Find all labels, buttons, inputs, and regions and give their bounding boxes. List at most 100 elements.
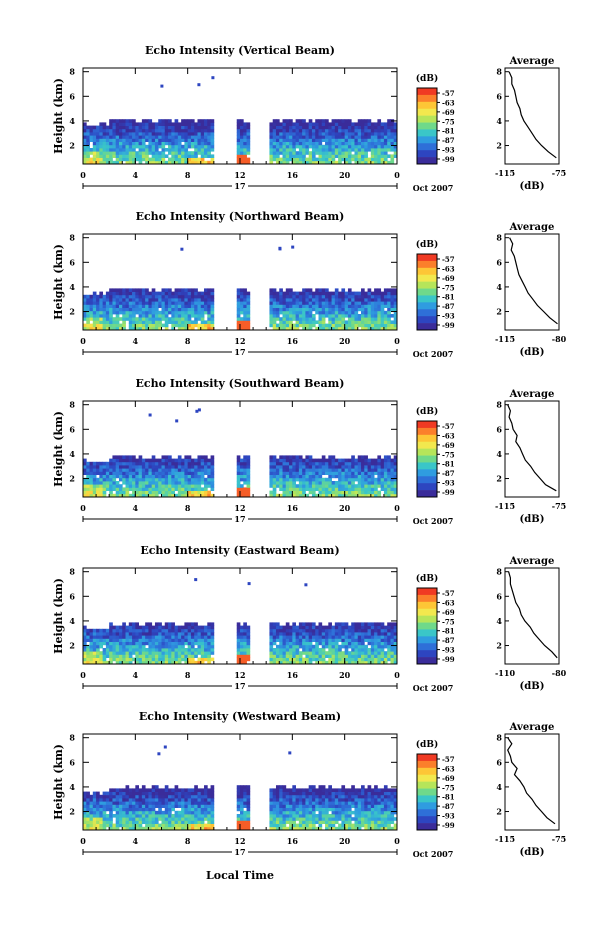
heatmap-cell bbox=[194, 307, 198, 312]
heatmap-cell bbox=[354, 477, 359, 482]
heatmap-cell bbox=[370, 487, 375, 491]
heatmap-cell bbox=[174, 648, 179, 652]
heatmap-cell bbox=[295, 484, 300, 488]
heatmap-cell bbox=[305, 132, 310, 136]
heatmap-cell bbox=[354, 641, 359, 646]
heatmap-cell bbox=[187, 625, 192, 630]
heatmap-cell bbox=[83, 471, 87, 475]
heatmap-cell bbox=[204, 641, 208, 646]
heatmap-cell bbox=[380, 632, 385, 636]
heatmap-cell bbox=[145, 304, 149, 308]
heatmap-cell bbox=[354, 465, 359, 469]
heatmap-cell bbox=[99, 304, 104, 308]
heatmap-cell bbox=[305, 128, 310, 133]
heatmap-cell bbox=[109, 148, 113, 152]
heatmap-cell bbox=[128, 481, 133, 485]
heatmap-cell bbox=[377, 493, 382, 498]
heatmap-cell bbox=[377, 119, 382, 123]
heatmap-cell bbox=[122, 128, 126, 133]
heatmap-cell bbox=[370, 641, 375, 646]
heatmap-cell bbox=[380, 487, 385, 491]
panel-1: Echo Intensity (Northward Beam)2468Heigh… bbox=[52, 210, 567, 359]
heatmap-cell bbox=[164, 807, 169, 812]
heatmap-cell bbox=[305, 144, 310, 149]
heatmap-cell bbox=[109, 157, 113, 162]
heatmap-cell bbox=[272, 323, 277, 328]
heatmap-cell bbox=[295, 468, 300, 472]
heatmap-cell bbox=[311, 481, 316, 485]
heatmap-cell bbox=[321, 654, 326, 658]
heatmap-cell bbox=[370, 144, 375, 149]
heatmap-cell bbox=[236, 477, 241, 482]
heatmap-cell bbox=[177, 317, 182, 321]
heatmap-cell bbox=[168, 291, 172, 296]
heatmap-cell bbox=[125, 477, 130, 482]
heatmap-cell bbox=[364, 490, 368, 495]
heatmap-cell bbox=[118, 154, 123, 158]
heatmap-cell bbox=[99, 138, 104, 142]
heatmap-cell bbox=[190, 141, 195, 146]
heatmap-cell bbox=[83, 326, 87, 331]
heatmap-cell bbox=[298, 128, 303, 133]
heatmap-cell bbox=[367, 307, 372, 312]
heatmap-cell bbox=[279, 291, 283, 296]
heatmap-cell bbox=[115, 160, 120, 165]
heatmap-cell bbox=[168, 628, 172, 633]
heatmap-cell bbox=[128, 622, 133, 626]
heatmap-cell bbox=[347, 635, 352, 639]
heatmap-cell bbox=[128, 310, 133, 315]
heatmap-cell bbox=[181, 468, 185, 472]
heatmap-cell bbox=[102, 791, 107, 796]
heatmap-cell bbox=[377, 632, 382, 636]
heatmap-cell bbox=[354, 128, 359, 133]
heatmap-cell bbox=[207, 622, 211, 626]
heatmap-cell bbox=[145, 128, 149, 133]
heatmap-cell bbox=[390, 326, 395, 331]
heatmap-cell bbox=[184, 814, 189, 818]
heatmap-cell bbox=[279, 461, 283, 466]
heatmap-cell bbox=[174, 651, 179, 655]
heatmap-cell bbox=[135, 622, 139, 626]
heatmap-cell bbox=[393, 638, 398, 642]
heatmap-cell bbox=[141, 320, 146, 324]
heatmap-cell bbox=[154, 817, 159, 821]
heatmap-cell bbox=[295, 326, 300, 331]
heatmap-cell bbox=[181, 810, 185, 815]
heatmap-cell bbox=[311, 468, 316, 472]
heatmap-cell bbox=[311, 148, 316, 152]
heatmap-cell bbox=[370, 635, 375, 639]
heatmap-cell bbox=[197, 310, 202, 315]
heatmap-cell bbox=[367, 622, 372, 626]
heatmap-cell bbox=[141, 814, 146, 818]
heatmap-cell bbox=[204, 487, 208, 491]
heatmap-cell bbox=[148, 644, 153, 649]
heatmap-cell bbox=[89, 294, 94, 299]
heatmap-cell bbox=[89, 817, 94, 821]
heatmap-cell bbox=[171, 154, 175, 158]
heatmap-cell bbox=[210, 326, 215, 331]
heatmap-cell bbox=[357, 323, 362, 328]
heatmap-cell bbox=[174, 625, 179, 630]
heatmap-cell bbox=[190, 817, 195, 821]
heatmap-cell bbox=[246, 648, 251, 652]
heatmap-cell bbox=[279, 481, 283, 485]
heatmap-cell bbox=[86, 474, 90, 479]
heatmap-cell bbox=[122, 141, 126, 146]
heatmap-cell bbox=[338, 644, 342, 649]
heatmap-cell bbox=[92, 794, 97, 799]
heatmap-cell bbox=[243, 298, 247, 302]
y-tick-label: 2 bbox=[69, 307, 75, 317]
heatmap-cell bbox=[161, 644, 166, 649]
heatmap-cell bbox=[154, 826, 159, 831]
heatmap-cell bbox=[210, 471, 215, 475]
heatmap-cell bbox=[308, 304, 313, 308]
heatmap-cell bbox=[171, 823, 175, 828]
profile-y-tick-label: 4 bbox=[496, 616, 502, 626]
heatmap-cell bbox=[387, 490, 391, 495]
heatmap-cell bbox=[138, 307, 143, 312]
heatmap-cell bbox=[96, 138, 100, 142]
heatmap-cell bbox=[83, 823, 87, 828]
heatmap-cell bbox=[387, 493, 391, 498]
heatmap-cell bbox=[361, 648, 365, 652]
heatmap-cell bbox=[305, 474, 310, 479]
